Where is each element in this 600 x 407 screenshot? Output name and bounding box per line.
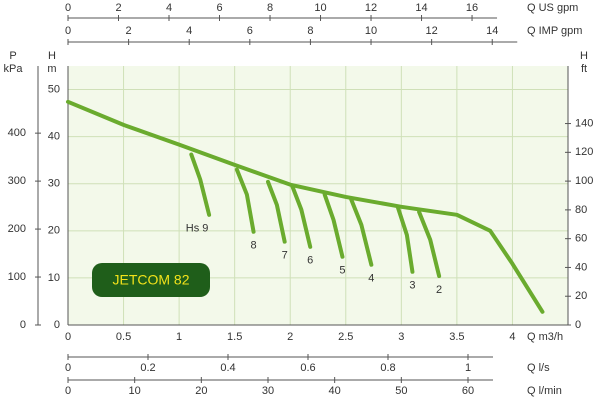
curve-label: 7 [282,250,288,262]
axis-unit: kPa [4,63,24,75]
tick-label: 40 [575,261,587,273]
axis-title: H [580,50,588,62]
tick-label: 10 [129,385,141,397]
y-tick-label: 10 [48,272,60,284]
tick-label: 0 [65,2,71,14]
tick-label: 30 [262,385,274,397]
y-axis-unit: m [47,63,56,75]
model-label: JETCOM 82 [112,272,189,288]
tick-label: 40 [329,385,341,397]
x-tick-label: 0 [65,331,71,343]
tick-label: 8 [307,25,313,37]
curve-label: Hs 9 [186,223,209,235]
tick-label: 0 [65,362,71,374]
pump-curve [417,209,442,279]
y-tick-label: 0 [54,319,60,331]
tick-label: 0 [65,25,71,37]
tick-label: 60 [575,233,587,245]
tick-label: 10 [365,25,377,37]
x-tick-label: 2 [287,331,293,343]
tick-label: 0.8 [380,362,395,374]
axis-title: Q US gpm [527,2,578,14]
tick-label: 8 [267,2,273,14]
y-tick-label: 20 [48,225,60,237]
tick-label: 4 [166,2,172,14]
pump-curve [396,205,415,274]
axis-title: Q IMP gpm [527,25,582,37]
curve-label: 4 [368,273,374,285]
tick-label: 0.4 [220,362,235,374]
axis-unit: ft [581,63,587,75]
tick-label: 0 [65,385,71,397]
tick-label: 14 [415,2,427,14]
tick-label: 300 [8,175,26,187]
tick-label: 140 [575,117,593,129]
tick-label: 20 [575,290,587,302]
pump-curve [322,192,345,259]
x-tick-label: 3 [398,331,404,343]
axis-title: P [9,50,16,62]
pump-curve [66,99,545,314]
tick-label: 20 [195,385,207,397]
tick-label: 12 [365,2,377,14]
x-axis-title: Q m3/h [527,331,563,343]
tick-label: 4 [186,25,192,37]
tick-label: 2 [126,25,132,37]
y-tick-label: 30 [48,178,60,190]
tick-label: 14 [486,25,498,37]
tick-label: 6 [247,25,253,37]
tick-label: 400 [8,127,26,139]
tick-label: 2 [115,2,121,14]
tick-label: 100 [8,271,26,283]
tick-label: 6 [216,2,222,14]
tick-label: 60 [462,385,474,397]
tick-label: 120 [575,146,593,158]
axis-title: Q l/min [527,385,562,397]
model-badge [92,263,210,297]
x-tick-label: 0.5 [116,331,131,343]
tick-label: 200 [8,223,26,235]
curve-label: 2 [436,284,442,296]
y-tick-label: 50 [48,83,60,95]
tick-label: 16 [466,2,478,14]
curve-label: 6 [307,255,313,267]
tick-label: 1 [465,362,471,374]
tick-label: 12 [426,25,438,37]
tick-label: 80 [575,204,587,216]
x-tick-label: 3.5 [449,331,464,343]
curve-label: 5 [339,265,345,277]
tick-label: 50 [395,385,407,397]
pump-curve [349,197,374,267]
tick-label: 0 [20,319,26,331]
x-tick-label: 4 [509,331,515,343]
y-tick-label: 40 [48,131,60,143]
tick-label: 0.6 [300,362,315,374]
tick-label: 10 [314,2,326,14]
x-tick-label: 2.5 [338,331,353,343]
tick-label: 0 [575,319,581,331]
tick-label: 100 [575,175,593,187]
pump-curve [290,184,313,249]
x-tick-label: 1 [176,331,182,343]
x-tick-label: 1.5 [227,331,242,343]
curve-label: 8 [250,240,256,252]
tick-label: 0.2 [140,362,155,374]
y-axis-title: H [48,50,56,62]
axis-title: Q l/s [527,362,550,374]
curve-label: 3 [409,280,415,292]
pump-curve [189,152,212,217]
pump-curve [266,179,287,244]
pump-curve [234,167,256,234]
